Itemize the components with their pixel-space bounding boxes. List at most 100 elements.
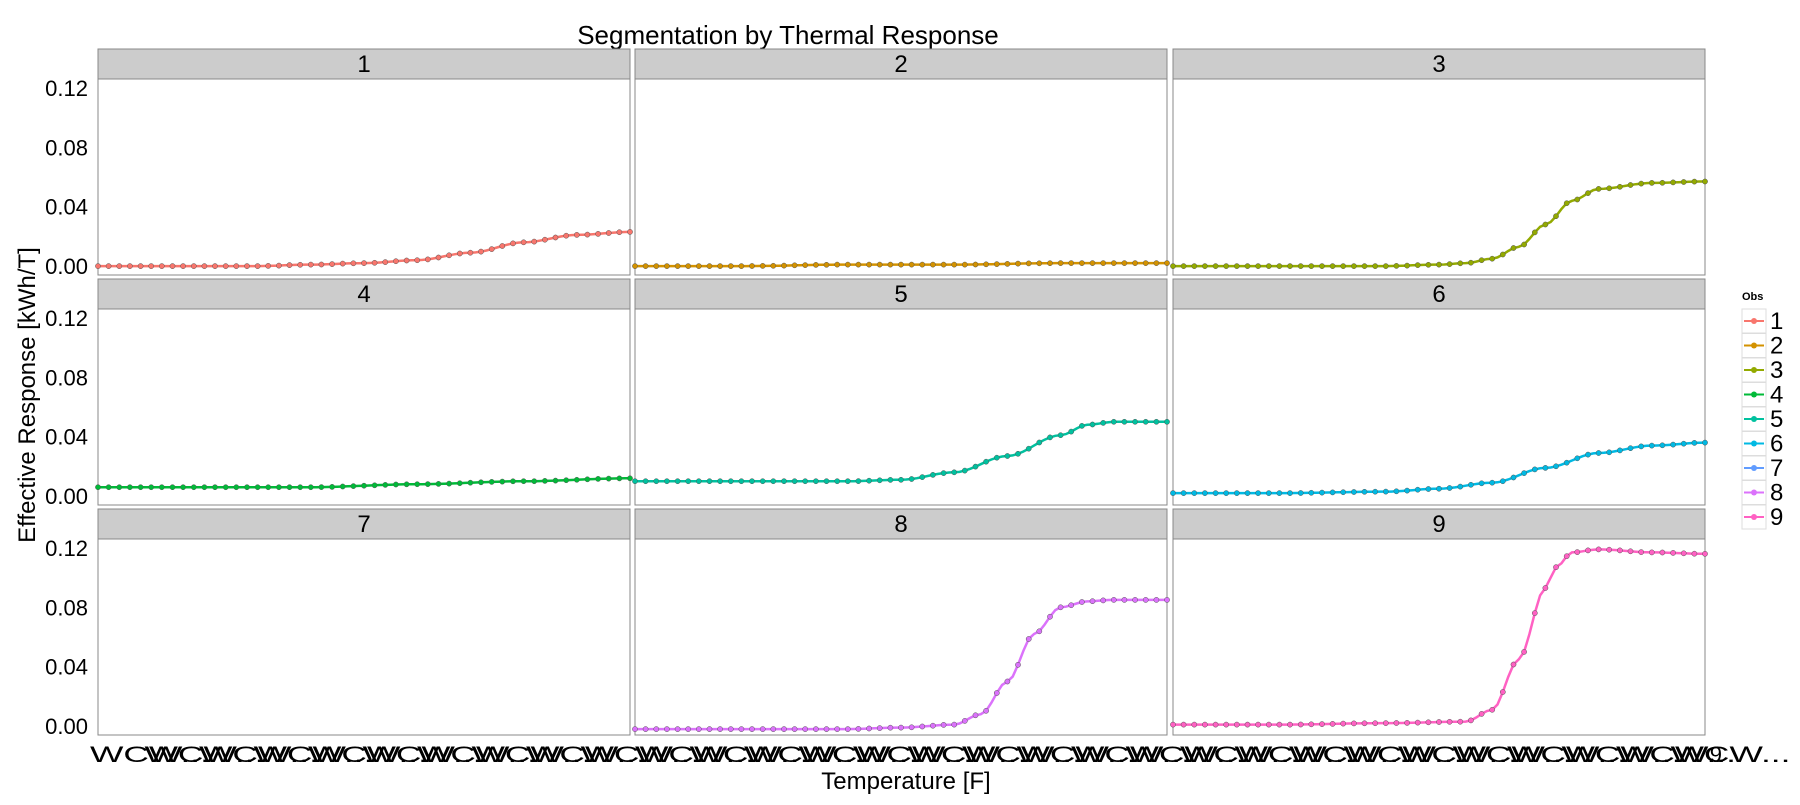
data-point [329, 484, 335, 490]
data-point [1233, 490, 1240, 496]
x-tick-labels: WCW... WCW... WCW... WCW... WCW... WCW... WCW.… [90, 742, 1791, 767]
data-point [1638, 549, 1645, 555]
data-point [414, 257, 421, 264]
data-point [1340, 489, 1347, 496]
data-point [1079, 599, 1085, 605]
data-point [1265, 490, 1272, 496]
data-point [1521, 470, 1527, 476]
data-point [1025, 260, 1032, 267]
data-point [403, 257, 410, 264]
data-point [382, 482, 389, 488]
data-point [972, 712, 979, 719]
data-point [1595, 186, 1602, 192]
data-point [1223, 721, 1230, 728]
data-point [759, 726, 766, 732]
data-point [201, 263, 208, 269]
x-tick-label: WCW... [1507, 742, 1627, 767]
data-point [738, 263, 745, 269]
data-point [1079, 423, 1085, 429]
data-point [1057, 260, 1064, 266]
data-point [510, 478, 516, 485]
data-point [393, 481, 399, 488]
data-point [844, 726, 851, 732]
data-point [148, 484, 155, 491]
data-point [1121, 260, 1128, 266]
data-point [488, 479, 495, 485]
panel-strip [1172, 278, 1706, 310]
data-point [265, 263, 272, 269]
x-tick-label: WCW... [308, 742, 428, 767]
data-point [1121, 418, 1128, 425]
data-point [1531, 466, 1538, 473]
data-point [1361, 720, 1368, 727]
data-point [116, 484, 123, 491]
legend-label: 9 [1770, 504, 1783, 531]
data-point [1574, 455, 1581, 462]
data-point [627, 475, 633, 482]
data-point [212, 263, 218, 269]
data-point [1446, 261, 1453, 267]
data-point [887, 261, 894, 268]
data-point [1446, 485, 1453, 491]
data-point [1212, 263, 1219, 269]
data-point [1057, 604, 1064, 611]
data-point [393, 258, 399, 265]
data-point [738, 478, 745, 485]
panel-strip-label: 8 [894, 511, 907, 538]
y-tick-label: 0.04 [45, 655, 88, 680]
data-point [1361, 488, 1368, 495]
data-point [866, 261, 872, 268]
data-point [1563, 459, 1570, 466]
data-point [1563, 200, 1570, 207]
data-point [1142, 418, 1149, 425]
data-point [1276, 721, 1283, 728]
x-tick-label: WCW... [908, 742, 1028, 767]
data-point [1489, 706, 1496, 713]
panel-strip-label: 4 [357, 281, 370, 308]
data-point [1015, 260, 1021, 267]
data-point [1574, 196, 1581, 203]
data-point [1319, 489, 1325, 496]
data-point [1521, 649, 1527, 655]
data-point [1659, 442, 1666, 449]
data-point [1595, 450, 1602, 456]
data-point [1574, 549, 1581, 555]
data-point [1004, 453, 1011, 459]
data-point [951, 721, 958, 728]
y-tick-label: 0.04 [45, 195, 88, 220]
data-point [510, 240, 516, 247]
data-point [1563, 553, 1570, 560]
data-point [1351, 263, 1357, 269]
data-point [1648, 442, 1655, 449]
x-tick-label: WCW... [145, 742, 265, 767]
data-point [642, 263, 649, 269]
data-point [1180, 263, 1187, 269]
data-point [1047, 260, 1053, 267]
x-tick-label: WCW... [1671, 742, 1791, 767]
data-point [1436, 485, 1442, 492]
data-point [148, 263, 155, 269]
panel-plot-area [1172, 308, 1706, 506]
data-point [1089, 598, 1096, 605]
data-point [1142, 597, 1149, 603]
data-point [1553, 564, 1559, 571]
data-point [169, 263, 176, 269]
x-tick-label: WCW... [472, 742, 592, 767]
x-tick-label: WCW... [635, 742, 755, 767]
legend-item-6: 6 [1741, 431, 1783, 458]
data-point [770, 726, 777, 732]
y-tick-label: 0.00 [45, 254, 88, 279]
data-point [1329, 263, 1336, 269]
data-point [855, 726, 862, 732]
data-point [1553, 213, 1559, 220]
data-point [685, 478, 692, 485]
panel-4: 4 0.00 0.04 0.08 0.12 [45, 278, 633, 509]
data-point [1004, 678, 1011, 685]
data-point [1414, 486, 1421, 493]
data-point [1595, 546, 1602, 553]
legend-label: 7 [1770, 455, 1783, 482]
panels: 10.000.040.080.122 340.000.040.080.125 670… [45, 48, 1791, 767]
data-point [212, 484, 218, 491]
data-point [1372, 263, 1379, 269]
